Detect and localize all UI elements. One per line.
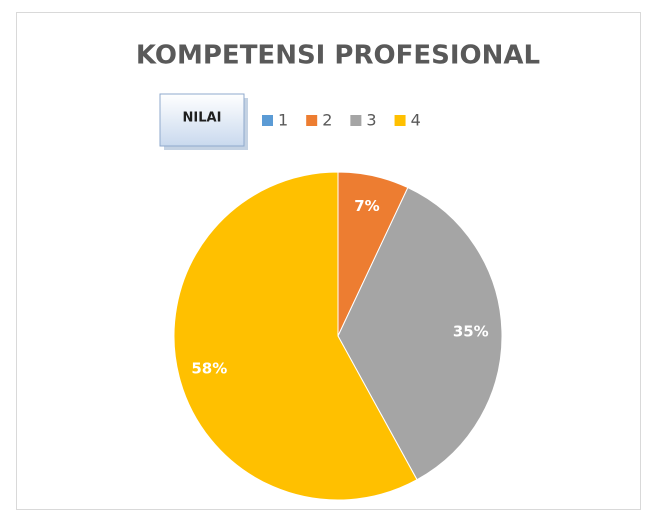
legend-label: 1 — [278, 111, 288, 130]
pie-slice — [337, 186, 503, 481]
chart-title: KOMPETENSI PROFESIONAL — [136, 41, 540, 71]
legend-swatch — [350, 115, 362, 126]
pie-slice — [173, 171, 418, 501]
legend-swatch — [306, 115, 318, 126]
data-label: 7% — [354, 197, 379, 215]
data-label: 58% — [191, 360, 227, 378]
legend-label: 3 — [366, 111, 376, 130]
legend-swatch — [262, 115, 273, 126]
legend-label: 2 — [322, 111, 332, 130]
legend-title-box — [159, 93, 245, 147]
legend-title: NILAI — [183, 111, 222, 126]
legend-swatch — [394, 115, 406, 126]
legend-label: 4 — [411, 111, 421, 130]
data-label: 35% — [453, 322, 489, 340]
